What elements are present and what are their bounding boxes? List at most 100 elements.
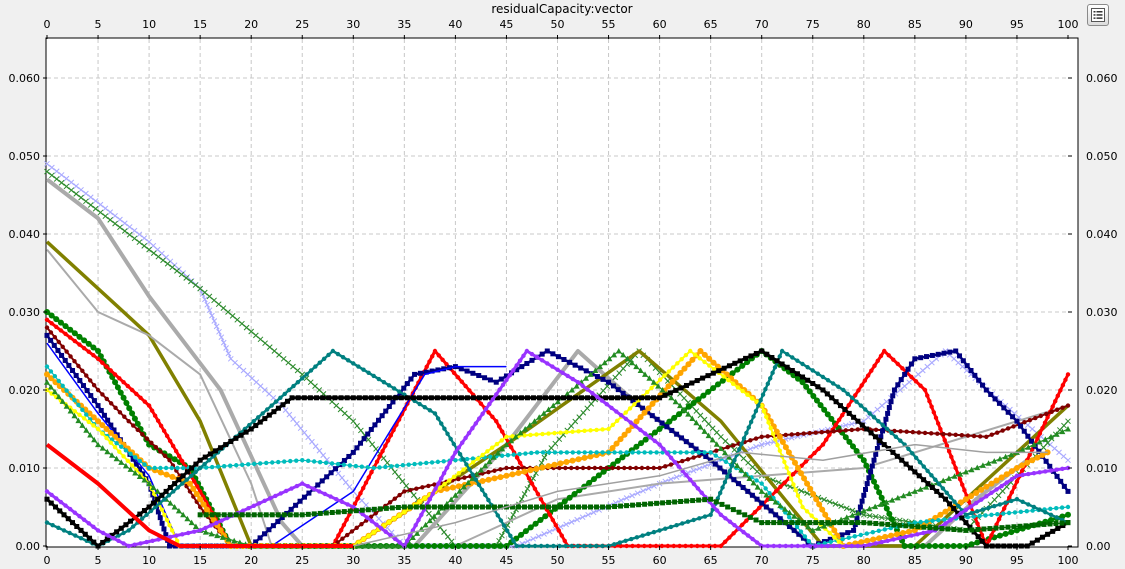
series-point bbox=[855, 427, 860, 432]
series-point bbox=[873, 484, 880, 491]
series-point bbox=[910, 429, 916, 435]
series-point bbox=[203, 506, 210, 513]
series-point bbox=[407, 504, 413, 510]
series-point bbox=[581, 543, 587, 549]
series-point bbox=[786, 471, 792, 476]
series-point bbox=[993, 525, 999, 531]
series-point bbox=[380, 395, 386, 401]
series-point bbox=[219, 534, 226, 540]
series-point bbox=[985, 460, 992, 466]
series-point bbox=[582, 504, 588, 510]
x-tick-label-bottom: 80 bbox=[857, 554, 871, 567]
series-point bbox=[81, 517, 87, 522]
series-line bbox=[353, 443, 1048, 547]
series-point bbox=[777, 516, 783, 522]
series-point bbox=[979, 538, 985, 544]
series-point bbox=[586, 479, 593, 486]
series-point bbox=[76, 402, 81, 408]
series-point bbox=[663, 464, 668, 469]
series-point bbox=[258, 461, 263, 466]
x-tick-label-top: 5 bbox=[95, 18, 102, 31]
series-point bbox=[524, 395, 530, 401]
series-point bbox=[91, 524, 96, 530]
series-point bbox=[630, 398, 636, 404]
series-point bbox=[383, 529, 388, 535]
series-point bbox=[645, 485, 652, 492]
series-point bbox=[269, 512, 275, 518]
series-point bbox=[570, 450, 576, 455]
series-point bbox=[68, 354, 73, 359]
series-point bbox=[1065, 403, 1071, 408]
series-point bbox=[257, 419, 263, 425]
series-point bbox=[44, 371, 50, 378]
series-point bbox=[85, 340, 92, 347]
series-point bbox=[126, 419, 131, 424]
series-point bbox=[539, 351, 545, 357]
series-point bbox=[691, 517, 696, 523]
series-point bbox=[95, 528, 101, 533]
series-point bbox=[995, 430, 1000, 435]
series-point bbox=[579, 514, 586, 521]
series-point bbox=[905, 528, 912, 535]
series-point bbox=[991, 496, 998, 503]
series-point bbox=[789, 520, 795, 526]
series-point bbox=[681, 395, 687, 402]
series-point bbox=[791, 527, 797, 533]
series-point bbox=[938, 492, 944, 498]
series-point bbox=[522, 433, 527, 438]
series-point bbox=[342, 479, 349, 486]
series-point bbox=[819, 543, 824, 549]
series-point bbox=[280, 402, 286, 408]
series-point bbox=[612, 542, 617, 547]
series-point bbox=[155, 418, 161, 423]
series-point bbox=[197, 528, 203, 533]
series-point bbox=[61, 512, 67, 518]
series-point bbox=[548, 395, 554, 401]
series-point bbox=[91, 353, 96, 358]
series-point bbox=[989, 533, 994, 538]
series-point bbox=[447, 478, 452, 483]
series-point bbox=[425, 504, 431, 510]
series-point bbox=[679, 357, 684, 362]
series-point bbox=[427, 497, 433, 502]
series-point bbox=[1019, 468, 1025, 474]
series-point bbox=[480, 411, 485, 416]
x-tick-label-bottom: 85 bbox=[908, 554, 922, 567]
series-point bbox=[128, 518, 134, 524]
series-point bbox=[107, 209, 114, 215]
series-point bbox=[784, 465, 789, 470]
series-point bbox=[840, 412, 845, 418]
series-point bbox=[1065, 457, 1071, 464]
series-point bbox=[479, 543, 486, 549]
series-point bbox=[369, 441, 376, 448]
series-point bbox=[942, 496, 948, 502]
series-point bbox=[545, 463, 552, 470]
series-18 bbox=[45, 443, 354, 548]
series-point bbox=[620, 365, 627, 372]
series-point bbox=[349, 529, 355, 534]
series-point bbox=[921, 530, 926, 536]
series-point bbox=[638, 440, 645, 447]
series-point bbox=[825, 520, 831, 526]
series-point bbox=[276, 352, 282, 358]
series-point bbox=[53, 504, 59, 510]
series-point bbox=[983, 387, 989, 393]
series-point bbox=[665, 383, 672, 390]
series-point bbox=[964, 363, 970, 369]
legend-toggle-button[interactable] bbox=[1087, 4, 1109, 26]
series-point bbox=[141, 243, 148, 249]
series-point bbox=[585, 511, 591, 518]
series-point bbox=[366, 533, 371, 538]
series-point bbox=[354, 525, 359, 530]
series-point bbox=[756, 403, 761, 408]
series-point bbox=[92, 205, 99, 212]
series-point bbox=[812, 450, 817, 456]
series-point bbox=[717, 490, 723, 496]
series-point bbox=[346, 453, 352, 459]
series-point bbox=[392, 395, 398, 401]
series-point bbox=[529, 357, 535, 363]
series-point bbox=[1008, 529, 1015, 536]
series-point bbox=[708, 450, 713, 455]
series-point bbox=[670, 365, 676, 370]
series-point bbox=[223, 345, 229, 351]
